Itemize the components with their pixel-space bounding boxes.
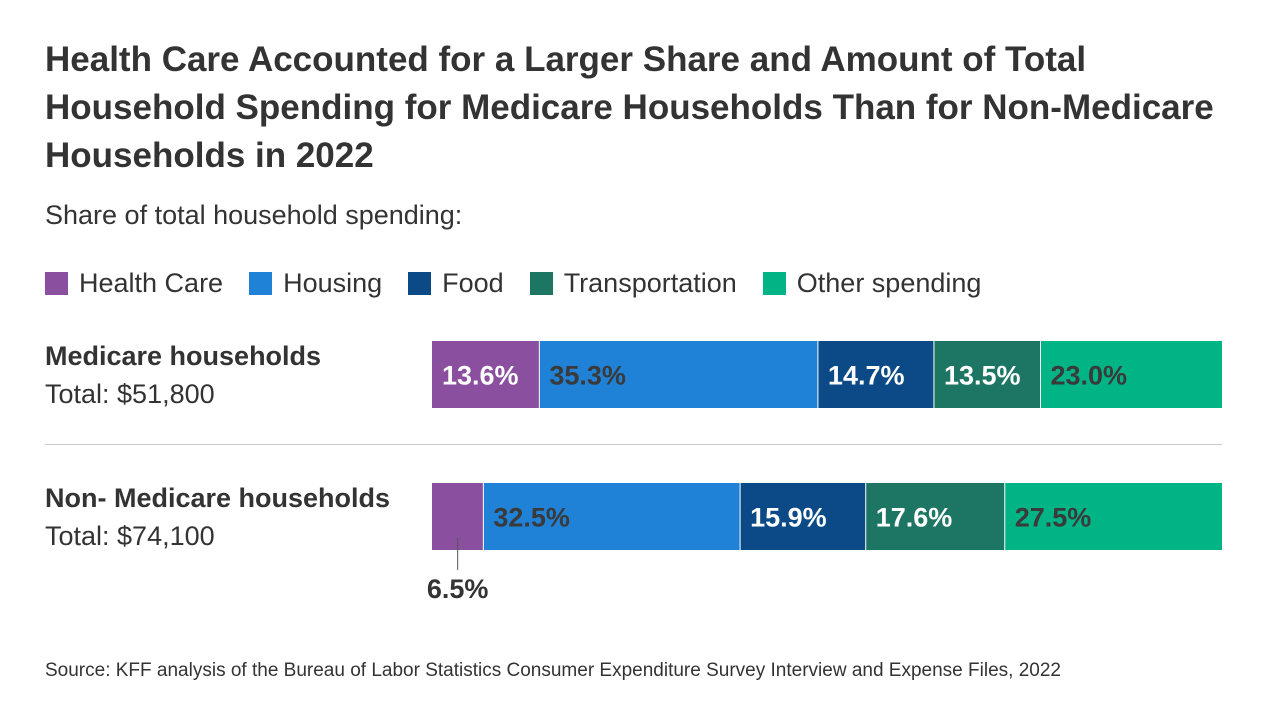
- data-label-non-medicare-health-care: 6.5%: [427, 574, 489, 604]
- bar-medicare-transportation: [933, 341, 1041, 408]
- total-label-non-medicare: Total: $74,100: [45, 521, 215, 551]
- bar-non-medicare-food: [740, 483, 866, 550]
- row-divider: [45, 444, 1222, 445]
- legend-item-housing: Housing: [249, 268, 382, 299]
- legend-label-food: Food: [442, 268, 504, 298]
- chart-title: Health Care Accounted for a Larger Share…: [45, 40, 1214, 175]
- legend-swatch-transportation: [529, 272, 553, 295]
- bar-non-medicare-housing: [483, 483, 741, 550]
- bar-medicare-housing: [539, 341, 818, 408]
- bar-non-medicare-other-spending: [1004, 483, 1222, 550]
- legend-label-other-spending: Other spending: [796, 268, 982, 298]
- bar-medicare-health-care: [432, 341, 540, 408]
- data-label-non-medicare-other-spending: 27.5%: [1015, 503, 1092, 533]
- legend: Health Care Housing Food Transportation …: [45, 268, 981, 299]
- category-label-non-medicare: Non- Medicare households: [45, 483, 391, 513]
- legend-label-housing: Housing: [283, 268, 383, 298]
- legend-item-transportation: Transportation: [529, 268, 737, 299]
- legend-swatch-housing: [249, 272, 273, 295]
- data-label-medicare-health-care: 13.6%: [442, 361, 519, 391]
- legend-label-transportation: Transportation: [563, 268, 737, 298]
- chart-subtitle: Share of total household spending:: [45, 200, 463, 230]
- data-label-medicare-food: 14.7%: [828, 361, 905, 391]
- bar-non-medicare-transportation: [865, 483, 1005, 550]
- data-label-non-medicare-transportation: 17.6%: [876, 503, 953, 533]
- legend-label-health-care: Health Care: [79, 268, 224, 298]
- total-label-medicare: Total: $51,800: [45, 379, 215, 409]
- data-label-non-medicare-food: 15.9%: [750, 503, 827, 533]
- data-label-medicare-transportation: 13.5%: [944, 361, 1021, 391]
- row-label-non-medicare: Non- Medicare households Total: $74,100: [45, 480, 390, 556]
- legend-item-other-spending: Other spending: [762, 268, 982, 299]
- data-label-medicare-other-spending: 23.0%: [1050, 361, 1127, 391]
- legend-swatch-food: [408, 272, 432, 295]
- legend-swatch-other-spending: [762, 272, 786, 295]
- category-label-medicare: Medicare households: [45, 341, 322, 371]
- row-label-medicare: Medicare households Total: $51,800: [45, 338, 321, 414]
- legend-item-food: Food: [408, 268, 504, 299]
- legend-swatch-health-care: [45, 272, 68, 295]
- source-note: Source: KFF analysis of the Bureau of La…: [45, 660, 1061, 681]
- bar-medicare-other-spending: [1040, 341, 1222, 408]
- legend-item-health-care: Health Care: [45, 268, 223, 299]
- data-label-non-medicare-housing: 32.5%: [493, 503, 570, 533]
- bar-medicare-food: [817, 341, 934, 408]
- data-label-medicare-housing: 35.3%: [549, 361, 626, 391]
